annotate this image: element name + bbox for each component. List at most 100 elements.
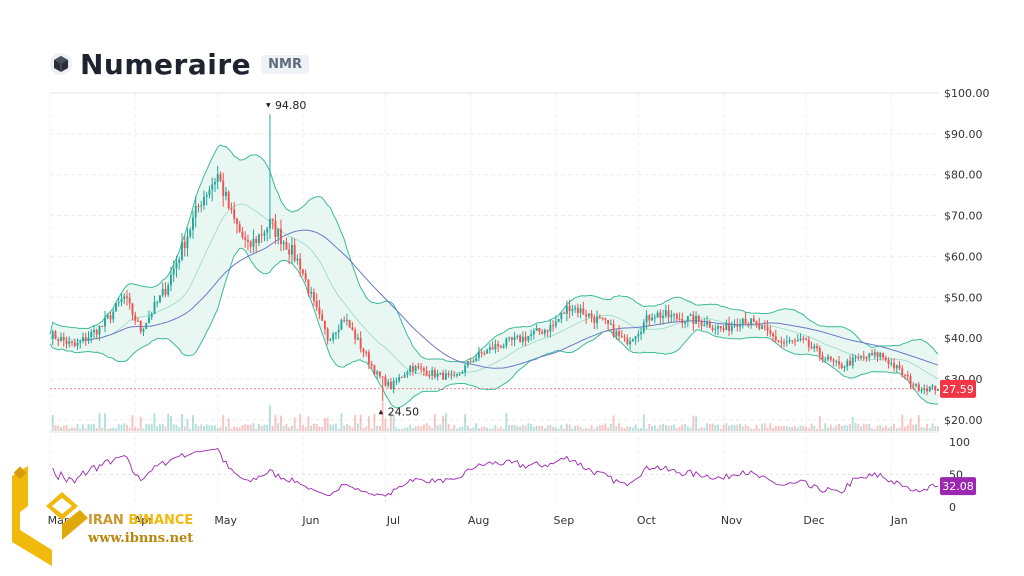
candle-body <box>304 273 307 280</box>
candle-body <box>290 244 293 255</box>
candle-body <box>384 376 387 386</box>
candle-body <box>142 329 145 332</box>
volume-bar <box>359 414 362 431</box>
volume-bar <box>719 428 722 431</box>
volume-bar <box>673 424 676 431</box>
candle-body <box>296 258 299 261</box>
volume-bar <box>224 426 227 431</box>
volume-bar <box>849 423 851 431</box>
candle-body <box>367 352 370 364</box>
volume-bar <box>818 416 821 431</box>
volume-bar <box>576 425 579 431</box>
candle-body <box>90 331 93 338</box>
volume-bar <box>84 428 87 431</box>
volume-bar <box>329 424 332 431</box>
candle-body <box>378 371 381 377</box>
candle-body <box>387 381 390 386</box>
candle-body <box>406 371 409 375</box>
volume-bar <box>560 424 563 431</box>
volume-bar <box>252 423 255 431</box>
candle-body <box>318 307 321 315</box>
volume-bar <box>648 423 651 431</box>
volume-bar <box>351 427 354 431</box>
volume-bar <box>821 428 824 431</box>
volume-bar <box>615 426 618 431</box>
candle-body <box>425 370 428 376</box>
candle-body <box>230 208 233 210</box>
candle-body <box>167 285 170 295</box>
candle-body <box>631 339 634 341</box>
candle-body <box>101 325 104 327</box>
volume-bar <box>106 428 109 431</box>
volume-bar <box>123 423 126 431</box>
low-price-label: 24.50 <box>388 405 420 418</box>
candle-body <box>109 315 112 320</box>
candle-body <box>186 236 189 249</box>
candle-body <box>857 357 860 359</box>
volume-bar <box>585 427 588 431</box>
candle-body <box>345 319 348 321</box>
candle-body <box>923 388 926 391</box>
candle-body <box>565 305 568 314</box>
candle-body <box>159 295 161 303</box>
candle-body <box>607 319 610 324</box>
candle-body <box>150 314 153 318</box>
candle-body <box>310 292 313 294</box>
candle-body <box>98 325 101 335</box>
candle-body <box>728 323 731 331</box>
volume-bar <box>458 427 461 431</box>
candle-body <box>519 335 522 342</box>
candle-body <box>642 322 645 332</box>
candle-body <box>376 371 379 375</box>
candle-body <box>722 328 725 331</box>
candle-body <box>120 299 123 303</box>
volume-bar <box>472 427 475 431</box>
volume-bar <box>90 424 93 431</box>
volume-bar <box>807 428 810 431</box>
candle-body <box>299 258 302 270</box>
candle-body <box>453 374 456 376</box>
volume-bar <box>681 424 684 431</box>
price-tick-label: $40.00 <box>944 332 983 345</box>
volume-bar <box>301 425 304 431</box>
candle-body <box>131 303 134 316</box>
candle-body <box>637 334 640 337</box>
candle-body <box>563 312 566 314</box>
candle-body <box>711 327 714 330</box>
volume-bar <box>909 418 912 431</box>
candle-body <box>623 337 626 339</box>
volume-bar <box>318 426 321 431</box>
volume-bar <box>915 424 917 431</box>
volume-bar <box>310 425 313 431</box>
candle-body <box>535 328 538 331</box>
candle-body <box>491 347 494 350</box>
candle-body <box>656 312 659 318</box>
volume-bar <box>194 424 197 431</box>
volume-bar <box>761 423 764 431</box>
candle-body <box>741 318 744 325</box>
rsi-line <box>52 448 939 497</box>
volume-bar <box>76 424 79 431</box>
candle-body <box>862 356 865 358</box>
candle-body <box>890 363 893 365</box>
candle-body <box>794 340 796 342</box>
volume-bar <box>708 424 711 431</box>
volume-bar <box>527 423 530 431</box>
volume-bar <box>486 427 489 431</box>
candle-body <box>362 348 365 353</box>
candle-body <box>651 317 654 321</box>
coin-title: Numeraire <box>80 47 252 81</box>
volume-bar <box>596 426 599 431</box>
candle-body <box>670 314 673 318</box>
candle-body <box>568 305 571 312</box>
candle-body <box>761 326 764 329</box>
candle-body <box>263 232 266 236</box>
volume-bar <box>491 428 494 431</box>
candle-body <box>244 237 247 240</box>
volume-bar <box>497 428 500 431</box>
candle-body <box>488 347 491 350</box>
volume-bar <box>788 427 791 431</box>
volume-bar <box>574 425 577 431</box>
candle-body <box>755 321 758 324</box>
